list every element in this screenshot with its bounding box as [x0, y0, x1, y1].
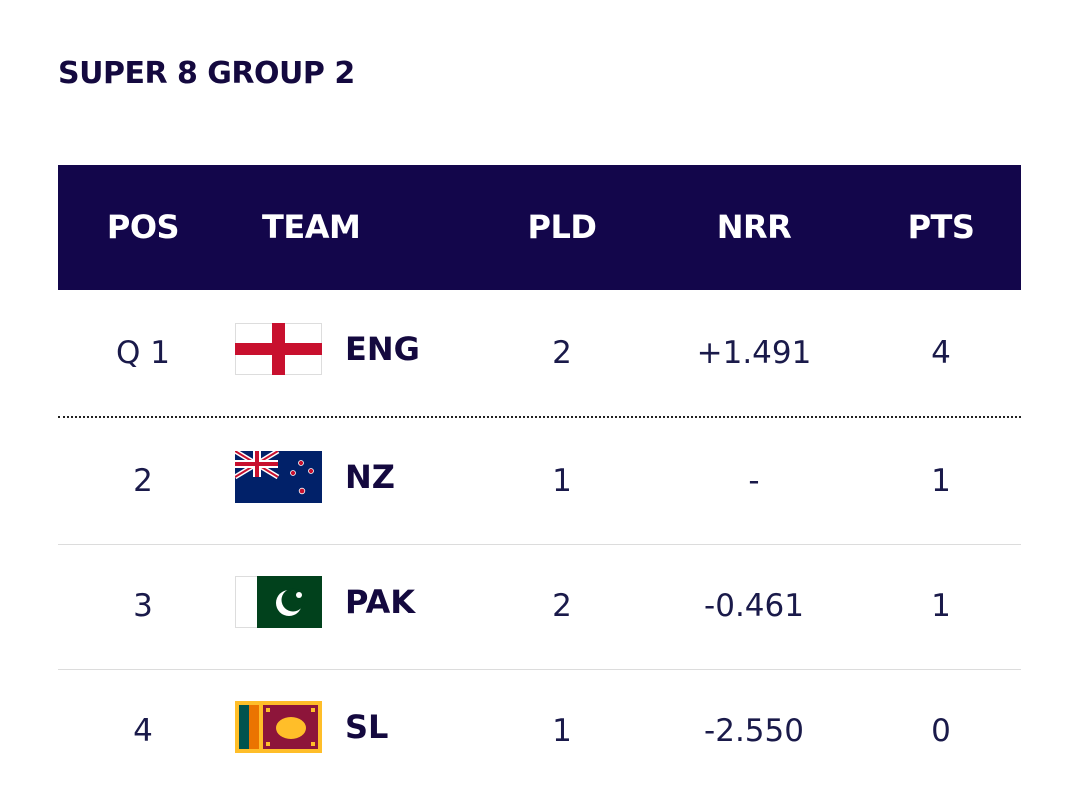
team-name: ENG [345, 330, 420, 368]
table-header: POS TEAM PLD NRR PTS [58, 165, 1021, 290]
header-cell: NRR [716, 208, 792, 246]
nrr: +1.491 [696, 335, 812, 371]
points: 4 [931, 335, 951, 371]
team-name: SL [345, 708, 389, 746]
flag [235, 323, 322, 375]
position: 4 [133, 713, 153, 749]
table-row[interactable]: 2 NZ 1 - 1 [58, 418, 1021, 545]
position: 3 [133, 588, 153, 624]
group-title: SUPER 8 GROUP 2 [58, 56, 355, 91]
points: 1 [931, 463, 951, 499]
flag [235, 576, 322, 628]
nrr: - [748, 463, 760, 499]
flag [235, 701, 322, 753]
header-cell: POS [106, 208, 180, 246]
played: 1 [552, 713, 572, 749]
points: 0 [931, 713, 951, 749]
played: 2 [552, 335, 572, 371]
team-name: NZ [345, 458, 395, 496]
played: 1 [552, 463, 572, 499]
nrr: -2.550 [704, 713, 804, 749]
table-row[interactable]: 4 SL 1 -2.550 0 [58, 668, 1021, 794]
nrr: -0.461 [704, 588, 804, 624]
header-cell: PLD [527, 208, 597, 246]
flag [235, 451, 322, 503]
table-row[interactable]: Q 1 ENG 2 +1.491 4 [58, 290, 1021, 418]
position: Q 1 [116, 335, 170, 371]
header-cell: PTS [907, 208, 975, 246]
played: 2 [552, 588, 572, 624]
header-cell: TEAM [262, 208, 361, 246]
points: 1 [931, 588, 951, 624]
table-row[interactable]: 3 PAK 2 -0.461 1 [58, 543, 1021, 670]
position: 2 [133, 463, 153, 499]
team-name: PAK [345, 583, 416, 621]
